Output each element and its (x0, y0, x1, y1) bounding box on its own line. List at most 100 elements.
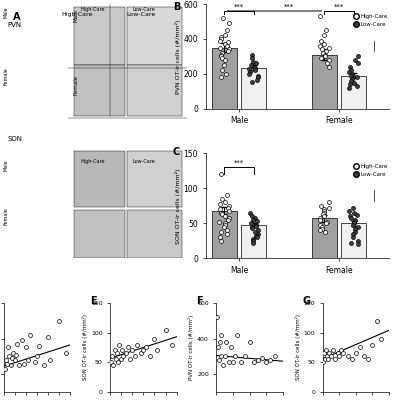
Point (320, 224, 326, 230)
Text: ***: *** (234, 160, 244, 166)
Point (340, 350, 347, 357)
Point (321, 208, 327, 214)
Point (127, 356, 133, 362)
Point (348, 73, 354, 80)
Text: High-Care: High-Care (81, 6, 105, 12)
Point (123, 350, 129, 357)
Point (154, 347, 160, 354)
Point (348, 78, 354, 84)
Point (217, 44, 223, 51)
Point (347, 67, 354, 74)
Point (242, 353, 249, 360)
Point (140, 347, 147, 354)
Point (5, 344, 11, 351)
Point (217, 206, 223, 212)
Point (365, 356, 371, 362)
Point (249, 55, 255, 61)
Point (63, 350, 69, 356)
Point (234, 332, 240, 338)
Point (169, 341, 175, 348)
Point (255, 227, 261, 234)
Point (317, 227, 323, 234)
Point (317, 222, 323, 228)
Point (116, 341, 122, 348)
Point (351, 219, 357, 225)
Point (142, 344, 149, 351)
Point (248, 62, 254, 68)
Point (221, 224, 228, 230)
Point (348, 214, 354, 221)
Point (321, 52, 328, 58)
Point (329, 347, 336, 354)
Y-axis label: SON OT-ir cells (#/mm²): SON OT-ir cells (#/mm²) (82, 314, 88, 380)
Point (147, 353, 153, 360)
Point (326, 199, 332, 206)
Text: SON: SON (7, 136, 23, 142)
Point (252, 223, 259, 229)
Bar (312, 55, 337, 109)
Point (319, 226, 325, 232)
Point (56, 318, 62, 324)
Point (249, 225, 255, 231)
Point (328, 353, 334, 360)
Point (350, 205, 356, 211)
Point (218, 238, 224, 244)
Point (263, 358, 269, 365)
Point (34, 353, 40, 360)
Point (226, 46, 232, 52)
Point (317, 13, 323, 20)
Point (349, 76, 355, 82)
Point (317, 43, 323, 49)
Bar (341, 223, 366, 258)
Point (129, 347, 136, 354)
Y-axis label: PVN OT-ir cells (#/mm²): PVN OT-ir cells (#/mm²) (174, 19, 181, 94)
Point (326, 64, 332, 70)
Point (112, 356, 119, 362)
Point (222, 213, 229, 220)
Point (218, 171, 224, 178)
Point (219, 50, 225, 56)
Point (219, 55, 226, 61)
Point (252, 64, 258, 71)
Bar (73, 152, 125, 207)
Point (326, 205, 332, 211)
Text: ***: *** (284, 4, 294, 10)
Point (218, 228, 224, 235)
Point (225, 217, 231, 223)
Point (16, 362, 22, 368)
Point (354, 224, 361, 230)
Point (219, 211, 226, 218)
Point (246, 71, 252, 77)
Point (344, 353, 351, 360)
Point (373, 318, 380, 324)
Point (349, 71, 355, 77)
Point (347, 240, 354, 246)
Point (321, 210, 327, 216)
Point (252, 228, 258, 235)
Point (222, 220, 228, 226)
Point (346, 208, 352, 214)
Text: High-Care: High-Care (62, 12, 93, 17)
Bar (127, 6, 182, 65)
Point (325, 44, 332, 51)
Point (21, 360, 27, 367)
Point (219, 67, 226, 74)
Point (350, 230, 356, 237)
Point (346, 69, 352, 75)
Point (238, 358, 244, 365)
Point (349, 72, 356, 79)
Point (23, 344, 29, 351)
Point (321, 41, 327, 47)
Point (216, 219, 222, 225)
Bar (73, 210, 125, 258)
Bar (127, 65, 182, 116)
Point (214, 314, 220, 320)
Point (25, 357, 31, 363)
Point (120, 353, 127, 360)
Point (216, 357, 222, 363)
Point (324, 219, 330, 225)
Point (226, 214, 232, 221)
Text: High-Care: High-Care (81, 159, 105, 164)
Point (354, 53, 361, 60)
Point (354, 83, 360, 89)
